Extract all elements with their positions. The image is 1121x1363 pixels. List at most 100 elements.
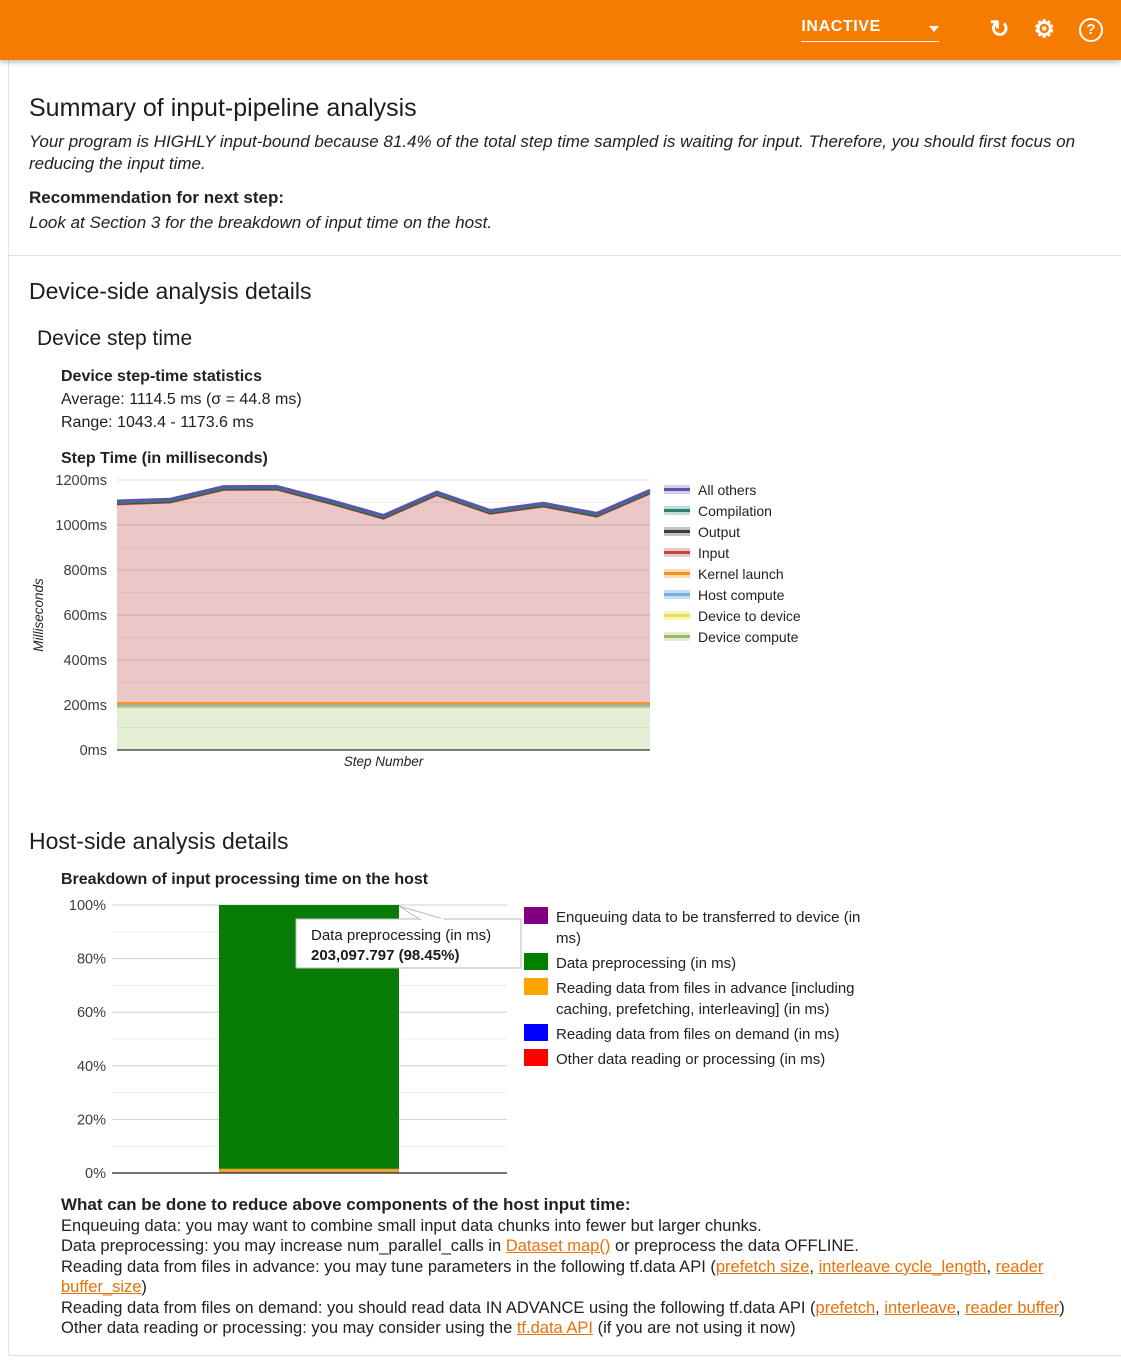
y-tick-label: 200ms — [63, 698, 107, 714]
legend-swatch-icon — [524, 907, 548, 924]
legend-swatch-icon — [664, 569, 690, 578]
stats-average: Average: 1114.5 ms (σ = 44.8 ms) — [61, 391, 302, 408]
bar-segment-reading-in-advance[interactable] — [219, 1168, 399, 1173]
y-tick-label: 60% — [77, 1005, 106, 1021]
link-dataset-map[interactable]: Dataset map() — [505, 1237, 611, 1255]
legend-swatch-icon — [664, 590, 690, 599]
stats-range: Range: 1043.4 - 1173.6 ms — [61, 414, 254, 431]
stats-title: Device step-time statistics — [61, 368, 262, 385]
link-reader-buffer[interactable]: reader buffer — [965, 1298, 1060, 1317]
legend-label: Device to device — [698, 607, 801, 624]
x-axis-label: Step Number — [344, 754, 424, 769]
legend-swatch-icon — [524, 1024, 548, 1041]
legend-label: Host compute — [698, 586, 785, 603]
legend-item-compilation: Compilation — [664, 500, 801, 521]
advice-text: , — [809, 1257, 819, 1276]
legend-swatch-icon — [664, 611, 690, 620]
legend-label: Kernel launch — [698, 565, 784, 582]
summary-text: Your program is HIGHLY input-bound becau… — [29, 132, 1076, 173]
tooltip-box — [295, 918, 522, 969]
link-interleave[interactable]: interleave — [884, 1298, 956, 1317]
legend-item-all-others: All others — [664, 479, 801, 500]
y-tick-label: 0ms — [80, 743, 107, 759]
link-tf-data-api[interactable]: tf.data API — [516, 1319, 593, 1337]
link-prefetch-size[interactable]: prefetch size — [715, 1257, 810, 1276]
legend-label: Data preprocessing (in ms) — [556, 955, 737, 972]
refresh-icon[interactable]: ↻ — [989, 16, 1010, 43]
y-tick-label: 20% — [77, 1112, 106, 1128]
y-axis-label: Milliseconds — [31, 578, 46, 652]
advice-text: , — [875, 1298, 885, 1317]
advice-text: ) — [141, 1278, 147, 1296]
legend-item-enqueuing-data-to-be-transferred-to-devi: Enqueuing data to be transferred to devi… — [524, 907, 866, 949]
device-section-title: Device-side analysis details — [29, 278, 312, 304]
area-device-compute — [117, 706, 650, 750]
step-time-chart-title: Step Time (in milliseconds) — [61, 450, 268, 467]
legend-item-kernel-launch: Kernel launch — [664, 563, 801, 584]
status-selector[interactable]: INACTIVE — [801, 18, 940, 42]
summary-section: Summary of input-pipeline analysis Your … — [29, 94, 1121, 233]
step-time-chart-legend: All others Compilation Output Input Kernel l… — [664, 472, 801, 647]
legend-label: All others — [698, 481, 757, 498]
advice-text: Reading data from files in advance: you … — [61, 1257, 716, 1276]
device-step-time-stats: Device step-time statistics Average: 111… — [61, 365, 1121, 434]
page-title: Summary of input-pipeline analysis — [29, 94, 417, 122]
y-tick-label: 800ms — [63, 563, 107, 579]
advice-text: Other data reading or processing: you ma… — [61, 1319, 517, 1337]
advice-line: Reading data from files on demand: you s… — [61, 1298, 1093, 1319]
link-prefetch[interactable]: prefetch — [815, 1298, 876, 1317]
y-tick-label: 0% — [85, 1166, 106, 1182]
device-step-time-chart[interactable]: 0ms 200ms 400ms 600ms 800ms 1000ms 1200ms Step … — [29, 472, 664, 772]
legend-swatch-icon — [664, 548, 690, 557]
advice-text: Enqueuing data: you may want to combine … — [61, 1216, 762, 1235]
legend-item-input: Input — [664, 542, 801, 563]
y-tick-label: 1000ms — [55, 518, 107, 534]
legend-swatch-icon — [524, 1049, 548, 1066]
host-chart-title: Breakdown of input processing time on th… — [61, 871, 429, 888]
line-all-others — [116, 484, 651, 517]
link-interleave-cycle-length[interactable]: interleave cycle_length — [818, 1257, 987, 1276]
legend-item-host-compute: Host compute — [664, 584, 801, 605]
advice-text: Reading data from files on demand: you s… — [61, 1298, 816, 1317]
legend-item-reading-data-from-files-on-demand-in-ms-: Reading data from files on demand (in ms… — [524, 1024, 866, 1045]
step-time-chart-row: 0ms 200ms 400ms 600ms 800ms 1000ms 1200ms Step … — [29, 472, 1121, 772]
advice-text: or preprocess the data OFFLINE. — [610, 1237, 859, 1255]
advice-line: Other data reading or processing: you ma… — [61, 1318, 1093, 1339]
advice-line: Enqueuing data: you may want to combine … — [61, 1216, 1093, 1237]
gear-icon[interactable]: ⚙ — [1033, 16, 1055, 43]
recommendation-text: Look at Section 3 for the breakdown of i… — [29, 213, 493, 232]
recommendation-label: Recommendation for next step: — [29, 188, 285, 207]
chevron-down-icon — [929, 26, 940, 32]
legend-swatch-icon — [664, 506, 690, 515]
advice-text: Data preprocessing: you may increase num… — [61, 1237, 506, 1255]
advice-line: Data preprocessing: you may increase num… — [61, 1236, 1093, 1257]
legend-swatch-icon — [664, 527, 690, 536]
app-header: INACTIVE ↻ ⚙ ? — [0, 0, 1121, 60]
advice-text: , — [955, 1298, 966, 1317]
host-chart-row: 0% 20% 40% 60% 80% 100% Data preprocessing (in… — [64, 895, 1121, 1187]
y-tick-label: 100% — [69, 898, 106, 914]
legend-label: Other data reading or processing (in ms) — [556, 1051, 826, 1068]
area-input — [117, 489, 650, 704]
legend-label: Device compute — [698, 628, 799, 645]
y-tick-label: 600ms — [63, 608, 107, 624]
legend-swatch-icon — [664, 485, 690, 494]
legend-swatch-icon — [524, 978, 548, 995]
device-step-time-title: Device step time — [37, 327, 193, 350]
help-icon[interactable]: ? — [1079, 18, 1103, 42]
y-tick-label: 1200ms — [55, 473, 107, 489]
host-chart-legend: Enqueuing data to be transferred to devi… — [524, 895, 866, 1074]
link-reader-buffer-size[interactable]: reader buffer_size — [61, 1257, 1044, 1297]
legend-item-reading-data-from-files-in-advance-inclu: Reading data from files in advance [incl… — [524, 978, 866, 1020]
legend-item-device-compute: Device compute — [664, 626, 801, 647]
y-tick-label: 400ms — [63, 653, 107, 669]
legend-item-device-to-device: Device to device — [664, 605, 801, 626]
tooltip-title: Data preprocessing (in ms) — [311, 927, 491, 944]
legend-label: Reading data from files in advance [incl… — [556, 980, 855, 1018]
advice-title: What can be done to reduce above compone… — [61, 1195, 631, 1214]
legend-item-output: Output — [664, 521, 801, 542]
tooltip-callout — [398, 905, 446, 920]
host-breakdown-chart[interactable]: 0% 20% 40% 60% 80% 100% Data preprocessing (in… — [64, 895, 524, 1187]
legend-label: Output — [698, 523, 741, 540]
status-selector-value: INACTIVE — [801, 18, 881, 35]
